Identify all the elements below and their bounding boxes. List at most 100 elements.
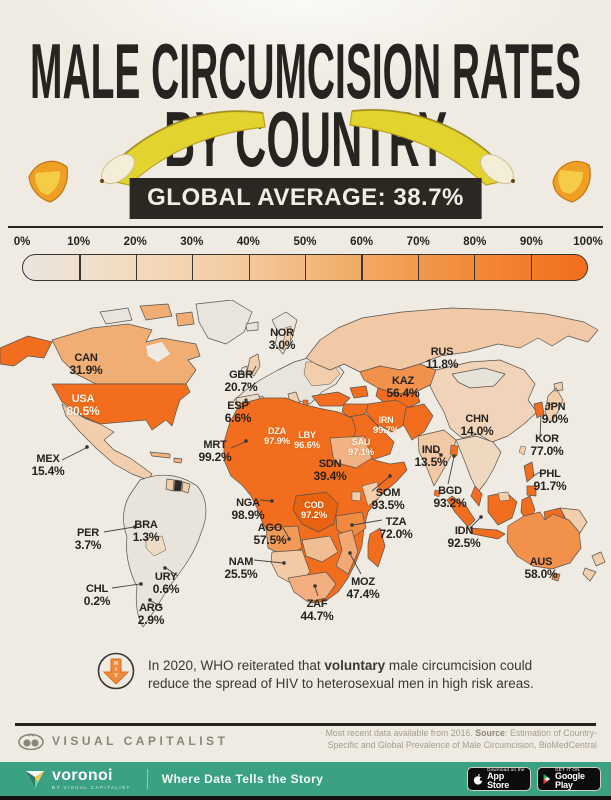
who-note: In 2020, WHO reiterated that voluntary m…: [148, 658, 534, 692]
country-label-sau: SAU 97.1%: [348, 437, 374, 458]
header-divider: [8, 226, 603, 228]
scale-tick-mark: [361, 255, 363, 280]
country-label-rus: RUS 11.8%: [425, 346, 459, 372]
continent-south-america: [123, 474, 207, 628]
country-label-kor: KOR 77.0%: [530, 433, 564, 459]
voronoi-tagline: Where Data Tells the Story: [161, 772, 324, 786]
country-shape-greenland: [195, 300, 253, 345]
country-shape-madagascar: [367, 527, 386, 568]
country-shape-sweden: [282, 325, 292, 351]
arctic-islands: [99, 307, 133, 325]
apple-icon: [473, 773, 484, 785]
country-label-per: PER 3.7%: [74, 527, 102, 553]
scale-tick-mark: [474, 255, 476, 280]
country-shape-mozambique: [335, 529, 359, 575]
country-shape-guyana: [165, 478, 175, 492]
voronoi-logo-icon: [26, 771, 44, 788]
country-shape-mongolia: [451, 367, 506, 389]
arctic-islands: [139, 303, 195, 327]
hiv-icon-letter-h: H: [114, 661, 118, 667]
country-shape-south-africa: [287, 571, 337, 603]
country-label-mex: MEX 15.4%: [31, 453, 65, 479]
scale-tick-label: 70%: [406, 236, 430, 248]
scale-tick-mark: [530, 255, 532, 280]
voronoi-app-bar: voronoi BY VISUAL CAPITALIST Where Data …: [0, 762, 611, 796]
country-label-jpn: JPN 9.0%: [541, 401, 569, 427]
country-label-arg: ARG 2.9%: [137, 602, 165, 628]
country-label-can: CAN 31.9%: [69, 352, 103, 378]
country-shape-india: [417, 429, 457, 487]
region-central-asia: [375, 387, 421, 411]
scale-tick-mark: [417, 255, 419, 280]
country-shape-iceland: [245, 321, 259, 332]
country-shape-suriname: [173, 479, 183, 492]
country-shape-french-guiana: [181, 481, 191, 494]
title-line-1: MALE CIRCUMCISION RATES: [30, 28, 581, 115]
appbar-divider: [146, 769, 148, 789]
voronoi-wordmark: voronoi: [52, 766, 113, 784]
orange-wedge-right-icon: [552, 160, 591, 203]
country-shape-sudan: [329, 435, 373, 469]
color-scale-legend: 0% 10% 20% 30% 40% 50% 60% 70% 80% 90% 100%: [14, 236, 603, 286]
banana-right-image: [349, 108, 515, 186]
scale-gradient-bar: [22, 254, 588, 281]
visual-capitalist-brand: VISUAL CAPITALIST: [18, 732, 228, 750]
country-label-nga: NGA 98.9%: [231, 497, 265, 523]
country-label-som: SOM 93.5%: [371, 487, 405, 513]
scale-tick-mark: [192, 255, 194, 280]
scale-tick-mark: [135, 255, 137, 280]
country-label-esp: ESP 6.6%: [224, 400, 252, 426]
hiv-icon-letter-i: I: [115, 667, 117, 673]
title-line-2: BY COUNTRY: [164, 95, 447, 183]
scale-tick-mark: [79, 255, 81, 280]
app-store-badge-bottom-text: App Store: [487, 771, 510, 791]
country-label-idn: IDN 92.5%: [447, 525, 481, 551]
scale-tick-label: 10%: [67, 236, 91, 248]
country-label-tza: TZA 72.0%: [379, 516, 413, 542]
voronoi-byline: BY VISUAL CAPITALIST: [52, 784, 131, 790]
caribbean-islands: [149, 451, 183, 464]
country-label-aus: AUS 58.0%: [524, 556, 558, 582]
google-play-badge[interactable]: GET IT ON Google Play: [537, 767, 601, 791]
country-label-irn: IRN 99.7%: [373, 415, 399, 436]
country-shape-new-zealand: [582, 551, 606, 582]
scale-tick-label: 90%: [519, 236, 543, 248]
country-shape-bolivia: [145, 535, 167, 557]
country-shape-dr-congo: [292, 491, 339, 533]
global-average-banner: GLOBAL AVERAGE: 38.7%: [129, 178, 482, 219]
country-shape-usa: [51, 383, 191, 431]
country-label-bgd: BGD 93.2%: [433, 485, 467, 511]
country-label-kaz: KAZ 56.4%: [386, 375, 420, 401]
country-shape-taiwan: [518, 445, 527, 456]
label-leader-lines: [61, 365, 558, 608]
country-label-nam: NAM 25.5%: [224, 556, 258, 582]
country-shape-ireland: [240, 365, 248, 375]
country-label-nor: NOR 3.0%: [268, 327, 296, 353]
region-afghanistan-pakistan: [402, 403, 434, 441]
google-play-badge-top-text: GET IT ON: [555, 766, 580, 772]
region-caucasus: [349, 385, 369, 399]
country-label-chl: CHL 0.2%: [83, 583, 111, 609]
google-play-icon: [543, 774, 551, 784]
country-label-chn: CHN 14.0%: [460, 413, 494, 439]
visual-capitalist-logo-icon: [18, 733, 44, 750]
scale-tick-mark: [305, 255, 307, 280]
country-shape-bangladesh: [449, 444, 459, 457]
country-label-dza: DZA 97.9%: [264, 426, 290, 447]
scale-tick-label: 20%: [123, 236, 147, 248]
orange-wedge-left-icon: [28, 160, 69, 203]
hiv-reduction-icon: H I V: [97, 652, 135, 690]
country-label-sdn: SDN 39.4%: [313, 458, 347, 484]
world-map-shapes: [0, 300, 606, 628]
country-shape-sri-lanka: [433, 489, 441, 498]
country-shape-canada: [51, 323, 201, 385]
country-shape-japan: [544, 381, 564, 424]
country-label-cod: COD 97.2%: [301, 500, 327, 521]
region-zambia-zimbabwe: [301, 535, 339, 563]
app-store-badge[interactable]: Download on the App Store: [467, 767, 531, 791]
country-label-mrt: MRT 99.2%: [198, 439, 232, 465]
google-play-badge-bottom-text: Google Play: [555, 771, 585, 791]
scale-tick-label: 100%: [573, 236, 603, 248]
country-shape-australia: [506, 511, 582, 570]
scale-tick-label: 0%: [13, 236, 31, 248]
